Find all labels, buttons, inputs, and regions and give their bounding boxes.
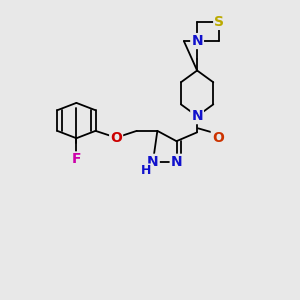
Text: N: N: [191, 109, 203, 123]
Text: S: S: [214, 15, 224, 29]
Text: O: O: [110, 130, 122, 145]
Text: N: N: [171, 155, 182, 169]
Text: H: H: [140, 164, 151, 177]
Text: N: N: [191, 34, 203, 48]
Text: F: F: [72, 152, 81, 167]
Text: N: N: [147, 155, 159, 169]
Text: O: O: [212, 131, 224, 145]
